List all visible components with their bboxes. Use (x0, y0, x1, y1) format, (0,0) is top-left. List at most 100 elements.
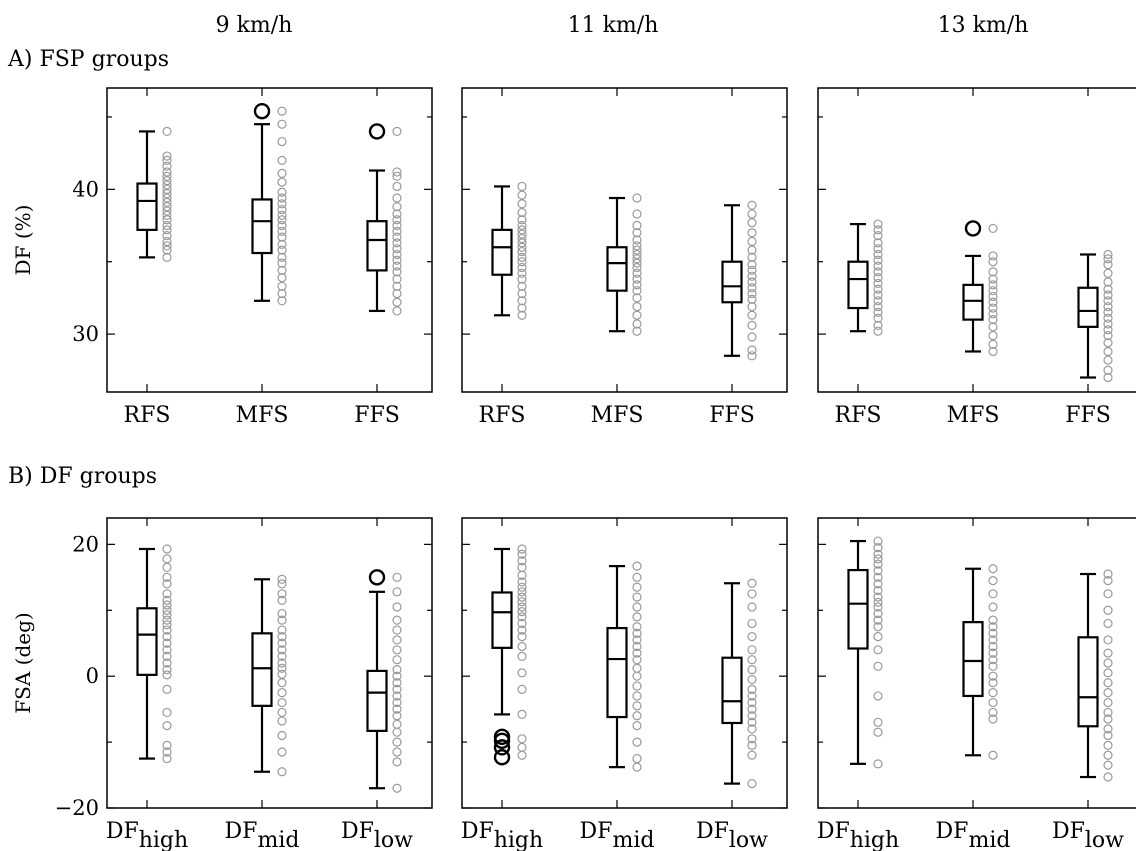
box-iqr (491, 591, 513, 649)
data-point (632, 245, 642, 255)
data-point (1103, 296, 1113, 306)
data-point (988, 655, 998, 665)
data-point (517, 233, 527, 244)
data-point (277, 252, 287, 262)
data-point (873, 320, 883, 331)
data-point (988, 714, 998, 724)
data-point (277, 707, 287, 718)
x-tick-label: MFS (236, 403, 289, 428)
panel-b-2: DFhigh DFmid DFlow (461, 517, 788, 851)
data-point (747, 684, 757, 694)
data-point (277, 663, 287, 673)
data-point (1103, 618, 1113, 629)
data-point (162, 197, 172, 207)
data-point (632, 319, 642, 329)
data-point (1103, 301, 1113, 312)
data-point (517, 225, 527, 235)
data-point (747, 740, 757, 750)
box-mfs: MFS (236, 88, 289, 428)
data-point (1103, 772, 1113, 782)
data-point (747, 734, 757, 744)
data-point (988, 297, 998, 307)
data-point (873, 559, 883, 569)
data-point (873, 579, 883, 589)
data-point (392, 215, 402, 225)
data-point (1103, 697, 1113, 708)
data-point (517, 281, 527, 291)
row-a-label: A) FSP groups (7, 47, 169, 72)
box-iqr (136, 607, 158, 676)
data-point (1103, 355, 1113, 365)
x-tick-label: DFhigh (817, 819, 899, 851)
data-point (873, 307, 883, 317)
data-point (277, 168, 287, 179)
data-point (277, 187, 287, 197)
box-mfs: MFS (947, 88, 999, 428)
data-point (988, 671, 998, 681)
data-point (392, 645, 402, 655)
data-point (873, 645, 883, 655)
speed-label-11: 11 km/h (568, 13, 659, 38)
data-point (1103, 346, 1113, 357)
data-point (392, 671, 402, 681)
data-point (632, 209, 642, 219)
data-point (988, 322, 998, 332)
data-point (632, 655, 642, 665)
data-point (277, 210, 287, 220)
data-point (632, 691, 642, 701)
panel-a-1: 30 40 DF (%) RFS MFS FFS (11, 87, 433, 428)
outlier-point (493, 732, 511, 749)
data-point (873, 284, 883, 294)
data-point (632, 612, 642, 622)
data-point (392, 167, 402, 177)
data-point (747, 664, 757, 675)
panel-frame (106, 517, 433, 809)
data-point (873, 219, 883, 229)
data-point (162, 610, 172, 620)
data-point (747, 218, 757, 228)
data-point (873, 759, 883, 769)
y-tick-label: −20 (55, 796, 99, 820)
box-iqr (962, 283, 984, 321)
y-tick-label: 40 (72, 177, 99, 201)
data-point (277, 281, 287, 291)
data-point (277, 658, 287, 668)
box-df-mid: DFmid (936, 518, 1010, 851)
x-tick-label: DFhigh (461, 819, 543, 851)
data-point (162, 572, 172, 582)
x-tick-label: RFS (479, 403, 526, 428)
data-point (988, 576, 998, 586)
data-point (873, 301, 883, 312)
box-iqr (847, 568, 869, 650)
data-point (517, 612, 527, 622)
data-point (392, 220, 402, 231)
data-point (632, 753, 642, 764)
data-point (747, 320, 757, 331)
data-point (392, 274, 402, 284)
data-point (747, 301, 757, 312)
data-point (873, 608, 883, 619)
data-point (632, 326, 642, 336)
data-point (747, 697, 757, 708)
data-point (277, 595, 287, 605)
data-point (392, 697, 402, 708)
box-df-high: DFhigh (106, 518, 188, 851)
data-point (873, 267, 883, 277)
data-point (873, 536, 883, 546)
data-point (277, 215, 287, 225)
data-point (632, 228, 642, 238)
data-point (277, 239, 287, 249)
data-point (632, 220, 642, 231)
data-point (392, 615, 402, 625)
y-axis-label: DF (%) (11, 205, 35, 276)
box-df-high: DFhigh (461, 518, 543, 851)
x-tick-label: DFmid (225, 819, 300, 851)
data-point (392, 267, 402, 277)
data-point (162, 620, 172, 630)
data-point (747, 209, 757, 219)
data-point (873, 727, 883, 737)
speed-label-13: 13 km/h (938, 13, 1029, 38)
data-point (747, 602, 757, 612)
data-point (632, 681, 642, 691)
box-iqr (962, 621, 984, 698)
